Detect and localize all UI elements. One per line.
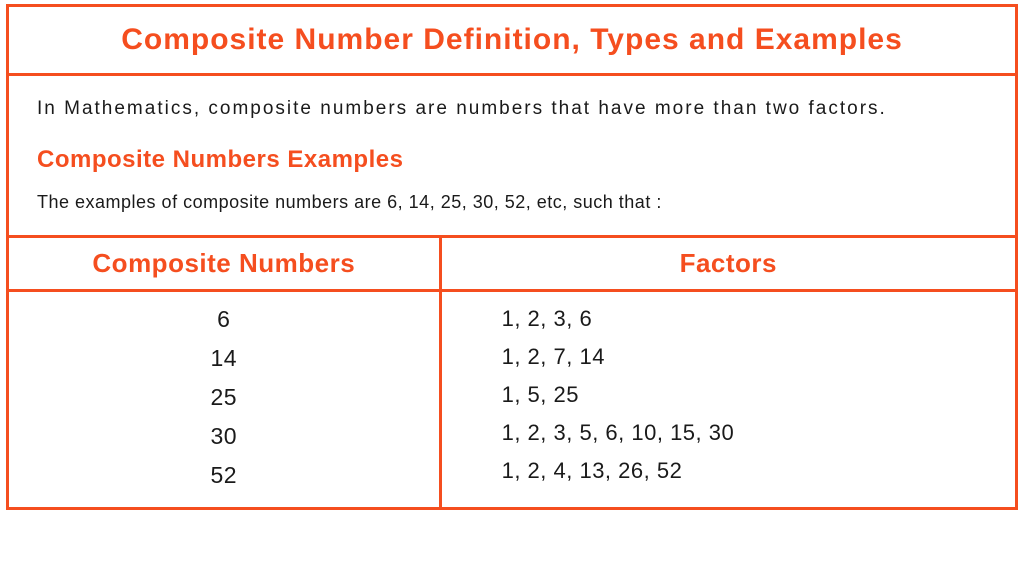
examples-intro-text: The examples of composite numbers are 6,…	[37, 192, 987, 213]
table-row: 1, 2, 3, 6	[502, 300, 1015, 338]
title-row: Composite Number Definition, Types and E…	[9, 7, 1015, 76]
table-row: 14	[9, 339, 439, 378]
factors-column: 1, 2, 3, 6 1, 2, 7, 14 1, 5, 25 1, 2, 3,…	[442, 292, 1015, 507]
table-body: 6 14 25 30 52 1, 2, 3, 6 1, 2, 7, 14 1, …	[9, 292, 1015, 507]
column-header-numbers: Composite Numbers	[9, 238, 442, 289]
examples-subtitle: Composite Numbers Examples	[37, 146, 987, 174]
factors-table: Composite Numbers Factors 6 14 25 30 52 …	[9, 235, 1015, 507]
table-row: 1, 2, 7, 14	[502, 338, 1015, 376]
definition-text: In Mathematics, composite numbers are nu…	[37, 94, 987, 124]
table-row: 1, 2, 3, 5, 6, 10, 15, 30	[502, 414, 1015, 452]
numbers-column: 6 14 25 30 52	[9, 292, 442, 507]
table-row: 30	[9, 417, 439, 456]
column-header-factors: Factors	[442, 238, 1015, 289]
page-title: Composite Number Definition, Types and E…	[29, 23, 995, 57]
table-header-row: Composite Numbers Factors	[9, 235, 1015, 292]
table-row: 6	[9, 300, 439, 339]
table-row: 1, 5, 25	[502, 376, 1015, 414]
content-section: In Mathematics, composite numbers are nu…	[9, 76, 1015, 235]
table-row: 25	[9, 378, 439, 417]
main-container: Composite Number Definition, Types and E…	[6, 4, 1018, 510]
table-row: 52	[9, 456, 439, 495]
table-row: 1, 2, 4, 13, 26, 52	[502, 452, 1015, 490]
